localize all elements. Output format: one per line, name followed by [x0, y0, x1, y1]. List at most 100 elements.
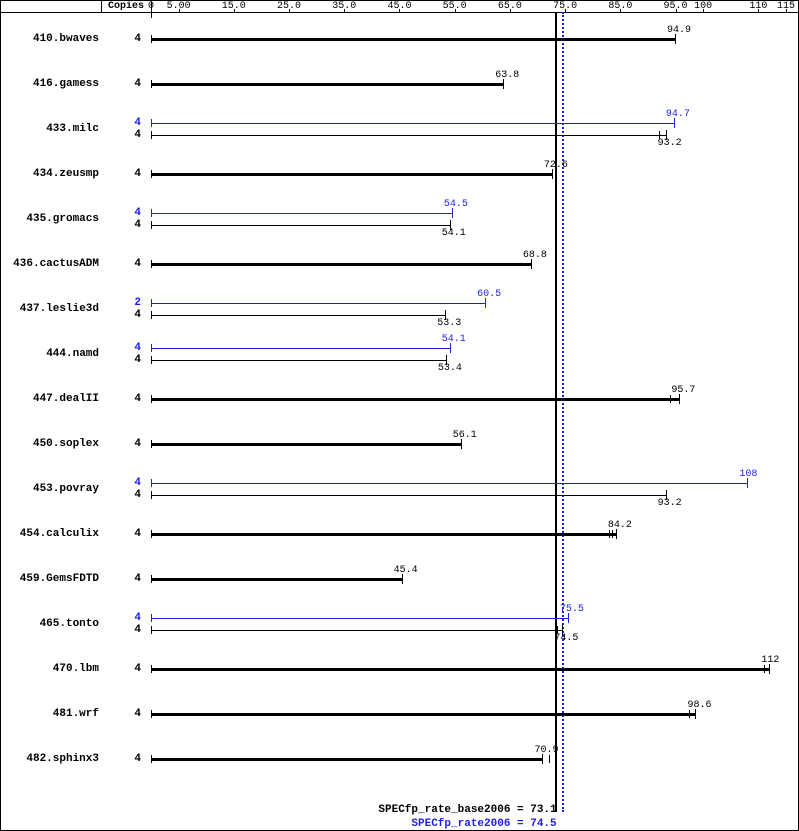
benchmark-name: 436.cactusADM: [1, 258, 99, 270]
base-copies: 4: [101, 168, 141, 180]
header-sep-1: [101, 1, 102, 12]
base-value-label: 95.7: [671, 385, 695, 396]
base-bar: [151, 668, 769, 671]
benchmark-name: 435.gromacs: [1, 213, 99, 225]
benchmark-name: 482.sphinx3: [1, 753, 99, 765]
base-copies: 4: [101, 573, 141, 585]
benchmark-name: 481.wrf: [1, 708, 99, 720]
benchmark-name: 444.namd: [1, 348, 99, 360]
base-bar: [151, 83, 503, 86]
base-bar-start-tick: [151, 710, 152, 718]
base-value-label: 53.3: [437, 318, 461, 329]
benchmark-name: 453.povray: [1, 483, 99, 495]
base-value-label: 53.4: [438, 363, 462, 374]
peak-bar-start-tick: [151, 299, 152, 307]
base-value-label: 93.2: [658, 138, 682, 149]
base-copies: 4: [101, 354, 141, 366]
base-bar-start-tick: [151, 311, 152, 319]
base-copies: 4: [101, 624, 141, 636]
axis-tick-mark: [676, 9, 677, 12]
base-bar: [151, 578, 402, 581]
peak-copies: 4: [101, 342, 141, 354]
base-bar: [151, 398, 679, 401]
axis-tick-mark: [344, 9, 345, 12]
base-copies: 4: [101, 309, 141, 321]
base-copies: 4: [101, 33, 141, 45]
benchmark-name: 410.bwaves: [1, 33, 99, 45]
peak-bar: [151, 618, 568, 619]
summary-line: SPECfp_rate_base2006 = 73.1: [378, 804, 556, 816]
axis-tick-label: 115: [771, 1, 799, 12]
base-copies: 4: [101, 489, 141, 501]
base-value-label: 54.1: [442, 228, 466, 239]
benchmark-name: 416.gamess: [1, 78, 99, 90]
base-value-label: 68.8: [523, 250, 547, 261]
peak-copies: 4: [101, 117, 141, 129]
base-bar: [151, 758, 542, 761]
benchmark-name: 470.lbm: [1, 663, 99, 675]
base-bar: [151, 135, 666, 136]
axis-tick-mark: [151, 9, 152, 12]
base-bar: [151, 315, 445, 316]
summary-line: SPECfp_rate2006 = 74.5: [411, 818, 556, 830]
peak-bar: [151, 348, 450, 349]
peak-bar-start-tick: [151, 344, 152, 352]
axis-tick-mark: [179, 9, 180, 12]
base-copies: 4: [101, 129, 141, 141]
base-copies: 4: [101, 753, 141, 765]
base-bar-start-tick: [151, 221, 152, 229]
benchmark-name: 433.milc: [1, 123, 99, 135]
base-bar-start-tick: [151, 80, 152, 88]
peak-bar-start-tick: [151, 479, 152, 487]
base-value-label: 63.8: [495, 70, 519, 81]
base-bar: [151, 713, 695, 716]
base-bar-start-tick: [151, 35, 152, 43]
peak-value-label: 75.5: [560, 604, 584, 615]
specfp-rate-chart: Copies05.0015.025.035.045.055.065.075.08…: [0, 0, 799, 831]
base-value-label: 93.2: [658, 498, 682, 509]
base-extra-tick: [609, 530, 610, 538]
axis-tick-mark: [703, 9, 704, 12]
base-bar: [151, 263, 531, 266]
peak-copies: 4: [101, 612, 141, 624]
base-extra-tick: [612, 530, 613, 538]
base-bar-start-tick: [151, 356, 152, 364]
axis-baseline: [1, 12, 798, 13]
benchmark-name: 447.dealII: [1, 393, 99, 405]
axis-tick-mark: [565, 9, 566, 12]
axis-tick-mark: [289, 9, 290, 12]
axis-tick-mark: [234, 9, 235, 12]
benchmark-name: 465.tonto: [1, 618, 99, 630]
benchmark-name: 434.zeusmp: [1, 168, 99, 180]
base-value-label: 98.6: [687, 700, 711, 711]
base-bar-start-tick: [151, 575, 152, 583]
axis-origin-tick: [151, 12, 152, 18]
peak-value-label: 54.1: [442, 334, 466, 345]
base-extra-tick: [689, 710, 690, 718]
base-bar: [151, 360, 446, 361]
base-value-label: 45.4: [394, 565, 418, 576]
peak-value-label: 108: [739, 469, 757, 480]
reference-line: [555, 12, 557, 812]
base-copies: 4: [101, 708, 141, 720]
peak-bar-start-tick: [151, 614, 152, 622]
base-bar: [151, 225, 450, 226]
base-bar-start-tick: [151, 626, 152, 634]
peak-value-label: 94.7: [666, 109, 690, 120]
base-value-label: 84.2: [608, 520, 632, 531]
base-bar-start-tick: [151, 260, 152, 268]
benchmark-name: 459.GemsFDTD: [1, 573, 99, 585]
base-bar-start-tick: [151, 131, 152, 139]
base-value-label: 70.9: [534, 745, 558, 756]
axis-tick-mark: [758, 9, 759, 12]
base-extra-tick: [764, 665, 765, 673]
axis-tick-mark: [510, 9, 511, 12]
base-bar-start-tick: [151, 665, 152, 673]
base-bar: [151, 630, 562, 631]
base-bar: [151, 495, 666, 496]
base-value-label: 112: [761, 655, 779, 666]
base-copies: 4: [101, 438, 141, 450]
benchmark-name: 450.soplex: [1, 438, 99, 450]
base-value-label: 56.1: [453, 430, 477, 441]
base-copies: 4: [101, 663, 141, 675]
